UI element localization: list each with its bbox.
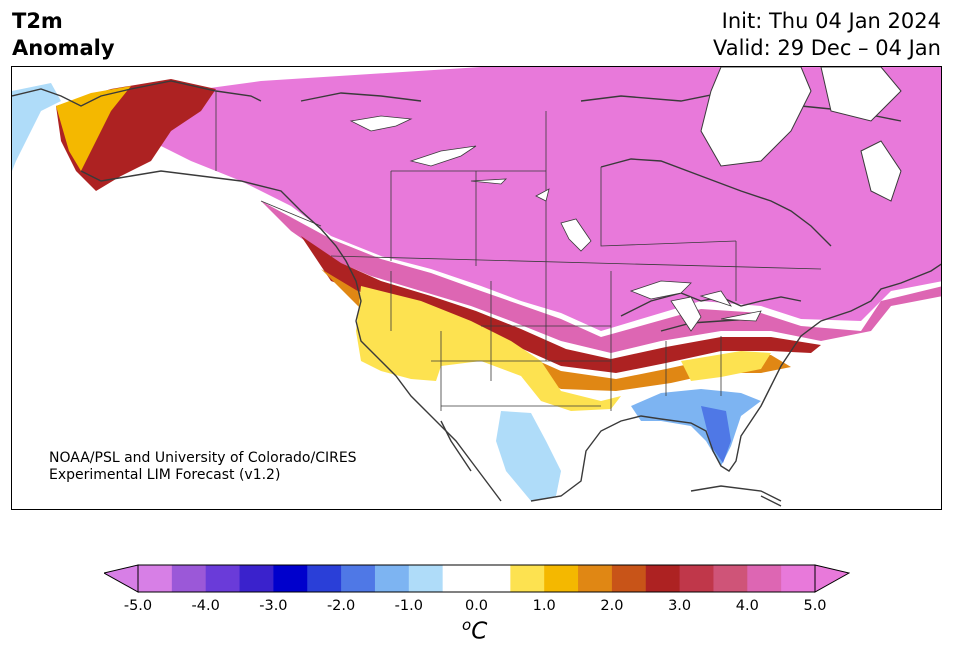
map-canvas	[12, 67, 941, 507]
anomaly-1c-west	[356, 286, 621, 411]
title-line-1: T2m	[12, 9, 63, 33]
credit-line-1: NOAA/PSL and University of Colorado/CIRE…	[49, 450, 357, 466]
title-line-2: Anomaly	[12, 36, 115, 60]
colorbar-frame	[137, 564, 816, 593]
anomaly-4c	[261, 201, 941, 353]
anomaly-cold-alaska	[12, 83, 61, 171]
colorbar-min-arrow	[104, 564, 139, 593]
colorbar-tick-label: 5.0	[803, 598, 827, 614]
colorbar-cell	[307, 565, 342, 592]
colorbar-cell	[645, 565, 681, 592]
init-date: Init: Thu 04 Jan 2024	[721, 9, 941, 33]
arctic-islands	[700, 67, 902, 202]
anomaly-cold-mex	[496, 411, 561, 501]
colorbar-tick-label: 4.0	[735, 598, 759, 614]
colorbar-cell	[171, 565, 207, 592]
colorbar-cells	[138, 565, 816, 592]
anomaly-cold-se	[631, 389, 761, 466]
colorbar-cell	[781, 565, 816, 592]
colorbar-cell	[578, 565, 613, 592]
colorbar-cell	[510, 565, 545, 592]
colorbar-tick-label: -2.0	[326, 598, 356, 614]
colorbar-cell	[341, 565, 376, 592]
colorbar-cell	[138, 565, 173, 592]
colorbar-tick-label: 0.0	[464, 598, 489, 614]
colorbar-tick-label: 1.0	[532, 598, 556, 614]
anomaly-map	[11, 66, 942, 510]
colorbar-unit: oC	[462, 616, 487, 645]
forecast-dates: Init: Thu 04 Jan 2024 Valid: 29 Dec – 04…	[713, 8, 941, 62]
colorbar-cell	[747, 565, 782, 592]
anomaly-fields	[12, 67, 941, 501]
colorbar-max-arrow	[814, 564, 850, 593]
credit-text: NOAA/PSL and University of Colorado/CIRE…	[49, 450, 357, 484]
political-borders	[215, 91, 822, 411]
colorbar-tick-label: 3.0	[668, 598, 692, 614]
credit-line-2: Experimental LIM Forecast (v1.2)	[49, 467, 281, 483]
colorbar-tick-label: -1.0	[394, 598, 423, 614]
colorbar-cell	[273, 565, 308, 592]
colorbar-cell	[611, 565, 647, 592]
coastlines	[12, 80, 941, 507]
colorbar-cell	[544, 565, 579, 592]
colorbar-cell	[476, 565, 511, 592]
anomaly-cold-fl	[701, 406, 731, 463]
valid-dates: Valid: 29 Dec – 04 Jan	[712, 36, 941, 60]
colorbar-cell	[442, 565, 477, 592]
map-title: T2m Anomaly	[12, 8, 115, 62]
colorbar-cell	[205, 565, 241, 592]
colorbar-cell	[679, 565, 714, 592]
colorbar	[104, 564, 850, 593]
unit-degree: o	[462, 616, 472, 634]
colorbar-cell	[239, 565, 274, 592]
colorbar-tick-label: -3.0	[259, 598, 288, 614]
colorbar-tick-label: 2.0	[600, 598, 624, 614]
colorbar-cell	[374, 565, 410, 592]
colorbar-tick-label: -4.0	[191, 598, 220, 614]
colorbar-tick-label: -5.0	[123, 598, 153, 614]
unit-letter: C	[471, 618, 488, 645]
colorbar-ticks: -5.0 -4.0 -3.0 -2.0 -1.0 0.0 1.0 2.0 3.0 4.0 5.0	[0, 598, 953, 618]
anomaly-1c-east	[681, 351, 771, 381]
lakes	[349, 115, 762, 332]
colorbar-cell	[408, 565, 444, 592]
anomaly-alaska-orange	[56, 86, 131, 171]
colorbar-cell	[713, 565, 748, 592]
